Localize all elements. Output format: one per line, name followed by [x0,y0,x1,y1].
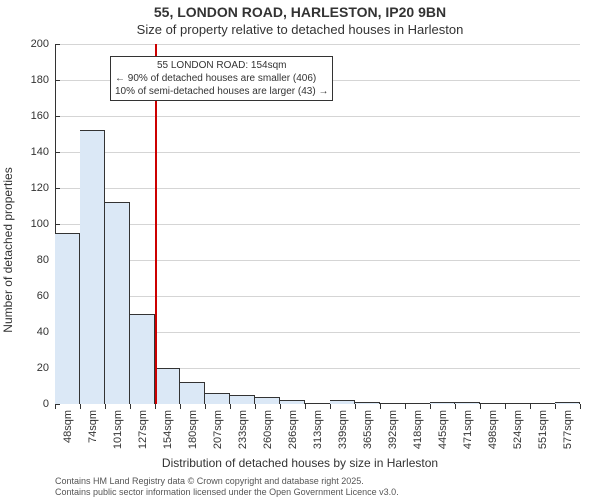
annotation-line-2: ← 90% of detached houses are smaller (40… [115,72,328,85]
x-axis-label: Distribution of detached houses by size … [0,456,600,470]
y-tick [55,80,60,81]
footnote: Contains HM Land Registry data © Crown c… [55,476,399,498]
x-tick-label: 233sqm [237,410,249,449]
y-tick-label: 20 [37,362,49,374]
y-tick [55,188,60,189]
x-tick [180,404,181,409]
x-tick-label: 207sqm [212,410,224,449]
x-tick [455,404,456,409]
y-tick-label: 120 [31,182,49,194]
histogram-bar [355,402,380,404]
histogram-bar [130,314,155,404]
y-tick-label: 100 [31,218,49,230]
histogram-bar [180,382,205,404]
y-tick [55,152,60,153]
y-tick [55,116,60,117]
plot-area: 02040608010012014016018020048sqm74sqm101… [55,44,580,404]
x-tick [205,404,206,409]
y-tick-label: 60 [37,290,49,302]
x-tick-label: 74sqm [87,410,99,443]
x-tick [430,404,431,409]
x-tick [130,404,131,409]
y-tick-label: 180 [31,74,49,86]
x-tick [505,404,506,409]
histogram-chart: 55, LONDON ROAD, HARLESTON, IP20 9BN Siz… [0,0,600,500]
x-tick-label: 154sqm [162,410,174,449]
x-tick-label: 392sqm [387,410,399,449]
x-tick [405,404,406,409]
x-tick-label: 577sqm [562,410,574,449]
x-tick [555,404,556,409]
annotation-box: 55 LONDON ROAD: 154sqm← 90% of detached … [110,56,333,101]
x-tick-label: 339sqm [337,410,349,449]
y-gridline [55,188,580,189]
footnote-line-2: Contains public sector information licen… [55,487,399,498]
x-tick-label: 365sqm [362,410,374,449]
x-tick [155,404,156,409]
footnote-line-1: Contains HM Land Registry data © Crown c… [55,476,399,487]
histogram-bar [280,400,305,404]
y-tick-label: 200 [31,38,49,50]
x-tick-label: 313sqm [312,410,324,449]
y-axis-label: Number of detached properties [1,167,15,332]
x-tick [580,404,581,409]
histogram-bar [330,400,355,404]
y-tick [55,44,60,45]
y-tick-label: 0 [43,398,49,410]
y-gridline [55,116,580,117]
x-tick [305,404,306,409]
x-tick-label: 524sqm [512,410,524,449]
histogram-bar [105,202,130,404]
histogram-bar [555,402,580,404]
histogram-bar [455,402,480,404]
x-tick-label: 260sqm [262,410,274,449]
x-tick-label: 286sqm [287,410,299,449]
x-tick [480,404,481,409]
y-gridline [55,296,580,297]
x-tick-label: 551sqm [537,410,549,449]
y-tick-label: 80 [37,254,49,266]
x-tick-label: 445sqm [437,410,449,449]
y-gridline [55,224,580,225]
x-tick-label: 48sqm [62,410,74,443]
histogram-bar [55,233,80,404]
x-tick-label: 498sqm [487,410,499,449]
histogram-bar [230,395,255,404]
x-tick [380,404,381,409]
y-tick [55,224,60,225]
x-tick-label: 418sqm [412,410,424,449]
chart-title: 55, LONDON ROAD, HARLESTON, IP20 9BN [0,4,600,20]
x-tick [330,404,331,409]
y-tick-label: 140 [31,146,49,158]
x-tick [80,404,81,409]
chart-subtitle: Size of property relative to detached ho… [0,22,600,37]
histogram-bar [255,397,280,404]
x-tick [105,404,106,409]
x-tick [280,404,281,409]
y-gridline [55,260,580,261]
y-tick-label: 40 [37,326,49,338]
x-tick-label: 180sqm [187,410,199,449]
x-tick-label: 471sqm [462,410,474,449]
histogram-bar [430,402,455,404]
histogram-bar [80,130,105,404]
y-tick-label: 160 [31,110,49,122]
y-gridline [55,152,580,153]
x-tick [355,404,356,409]
x-tick [230,404,231,409]
x-tick [530,404,531,409]
y-gridline [55,44,580,45]
x-tick [255,404,256,409]
histogram-bar [155,368,180,404]
histogram-bar [205,393,230,404]
annotation-line-3: 10% of semi-detached houses are larger (… [115,85,328,98]
x-tick-label: 127sqm [137,410,149,449]
x-tick-label: 101sqm [112,410,124,449]
annotation-line-1: 55 LONDON ROAD: 154sqm [115,59,328,72]
x-tick [55,404,56,409]
